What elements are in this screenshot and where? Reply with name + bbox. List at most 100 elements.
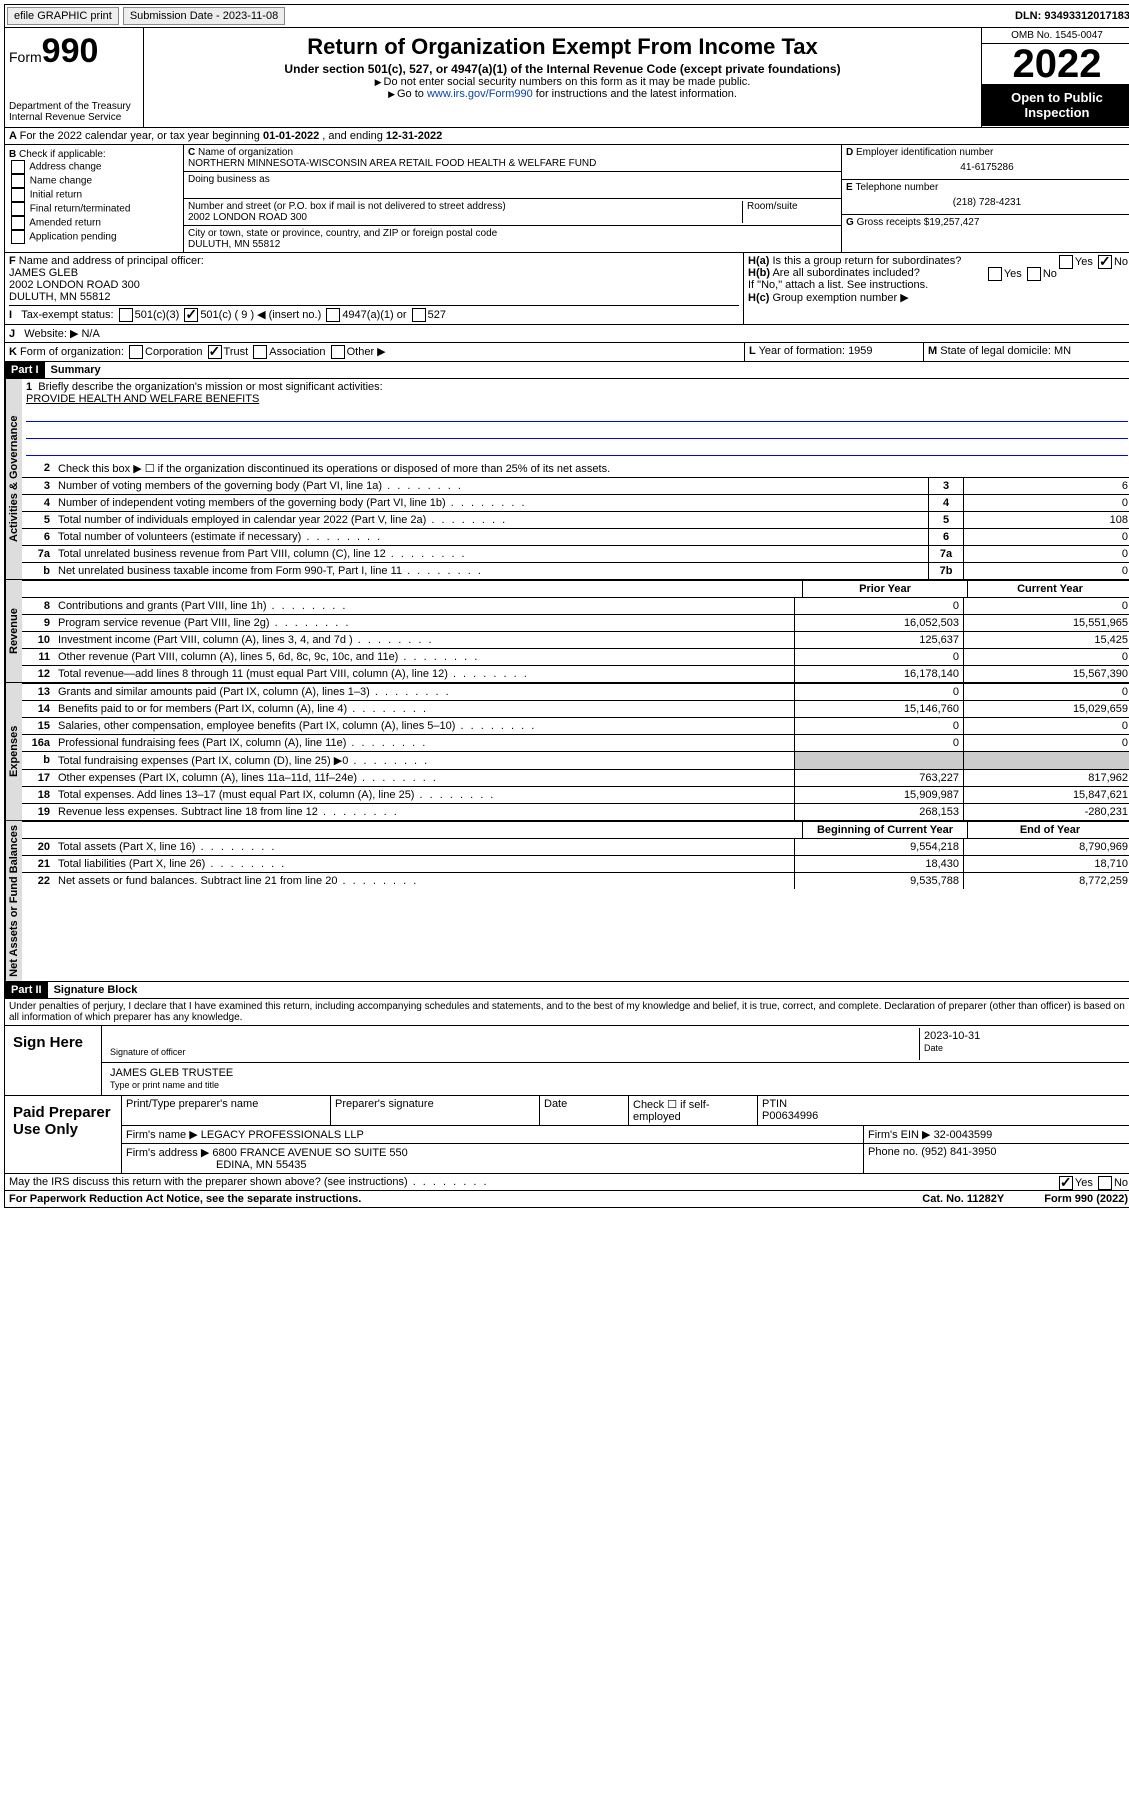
cb-corp[interactable]: [129, 345, 143, 359]
street: 2002 LONDON ROAD 300: [188, 212, 307, 223]
row-9: 9Program service revenue (Part VIII, lin…: [22, 614, 1129, 631]
line-j: J Website: ▶ N/A: [4, 325, 1129, 343]
tax-year: 2022: [982, 44, 1129, 84]
row-19: 19Revenue less expenses. Subtract line 1…: [22, 803, 1129, 820]
hc-label: Group exemption number ▶: [772, 292, 908, 304]
row-14: 14Benefits paid to or for members (Part …: [22, 700, 1129, 717]
row-12: 12Total revenue—add lines 8 through 11 (…: [22, 665, 1129, 682]
dba-label: Doing business as: [188, 174, 270, 185]
penalties-text: Under penalties of perjury, I declare th…: [4, 999, 1129, 1026]
tab-governance: Activities & Governance: [5, 379, 22, 579]
officer-addr1: 2002 LONDON ROAD 300: [9, 279, 739, 291]
page-footer: For Paperwork Reduction Act Notice, see …: [4, 1191, 1129, 1208]
col-end: End of Year: [967, 822, 1129, 838]
name-label: Name of organization: [198, 147, 293, 158]
h-note: If "No," attach a list. See instructions…: [748, 279, 1128, 291]
line-klm: K Form of organization: Corporation Trus…: [4, 343, 1129, 362]
checkbox-final-return-terminated: Final return/terminated: [9, 202, 179, 216]
hb-label: Are all subordinates included?: [772, 267, 919, 279]
revenue-section: Revenue Prior YearCurrent Year 8Contribu…: [4, 580, 1129, 683]
officer-addr2: DULUTH, MN 55812: [9, 291, 739, 303]
irs-link[interactable]: www.irs.gov/Form990: [427, 88, 533, 100]
sign-here-label: Sign Here: [5, 1026, 102, 1095]
website: N/A: [81, 328, 99, 340]
row-16a: 16aProfessional fundraising fees (Part I…: [22, 734, 1129, 751]
ein-label: Employer identification number: [856, 147, 993, 158]
efile-button[interactable]: efile GRAPHIC print: [7, 7, 119, 25]
q1-text: Briefly describe the organization's miss…: [38, 381, 382, 393]
gov-row-7a: 7aTotal unrelated business revenue from …: [22, 545, 1129, 562]
cb-assoc[interactable]: [253, 345, 267, 359]
city: DULUTH, MN 55812: [188, 239, 280, 250]
mission-answer: PROVIDE HEALTH AND WELFARE BENEFITS: [26, 393, 1128, 405]
checkbox-initial-return: Initial return: [9, 188, 179, 202]
may-yes[interactable]: [1059, 1176, 1073, 1190]
form-header: Form990 Department of the Treasury Inter…: [4, 28, 1129, 128]
gov-row-3: 3Number of voting members of the governi…: [22, 477, 1129, 494]
open-inspection: Open to Public Inspection: [982, 84, 1129, 126]
sign-date: 2023-10-31: [924, 1030, 980, 1042]
row-8: 8Contributions and grants (Part VIII, li…: [22, 597, 1129, 614]
tab-netassets: Net Assets or Fund Balances: [5, 821, 22, 981]
firm-addr: 6800 FRANCE AVENUE SO SUITE 550: [212, 1147, 407, 1159]
gross-label: Gross receipts $: [857, 217, 930, 228]
signer-name: JAMES GLEB TRUSTEE: [110, 1067, 233, 1079]
may-no[interactable]: [1098, 1176, 1112, 1190]
telephone: (218) 728-4231: [846, 193, 1128, 212]
row-17: 17Other expenses (Part IX, column (A), l…: [22, 769, 1129, 786]
form-subtitle: Under section 501(c), 527, or 4947(a)(1)…: [148, 62, 977, 76]
col-current: Current Year: [967, 581, 1129, 597]
gov-row-4: 4Number of independent voting members of…: [22, 494, 1129, 511]
line-a: A For the 2022 calendar year, or tax yea…: [4, 128, 1129, 145]
row-20: 20Total assets (Part X, line 16)9,554,21…: [22, 838, 1129, 855]
form-title: Return of Organization Exempt From Incom…: [148, 34, 977, 60]
checkbox-address-change: Address change: [9, 160, 179, 174]
checkbox-application-pending: Application pending: [9, 230, 179, 244]
cb-trust[interactable]: [208, 345, 222, 359]
cb-527[interactable]: [412, 308, 426, 322]
row-15: 15Salaries, other compensation, employee…: [22, 717, 1129, 734]
tab-expenses: Expenses: [5, 683, 22, 820]
domicile: MN: [1054, 345, 1071, 357]
gross-receipts: 19,257,427: [929, 217, 979, 228]
year-formation: 1959: [848, 345, 872, 357]
ein: 41-6175286: [846, 158, 1128, 177]
row-10: 10Investment income (Part VIII, column (…: [22, 631, 1129, 648]
section-b-to-g: B Check if applicable: Address change Na…: [4, 145, 1129, 253]
row-21: 21Total liabilities (Part X, line 26)18,…: [22, 855, 1129, 872]
gov-row-6: 6Total number of volunteers (estimate if…: [22, 528, 1129, 545]
cb-4947[interactable]: [326, 308, 340, 322]
org-name: NORTHERN MINNESOTA-WISCONSIN AREA RETAIL…: [188, 158, 596, 169]
form-number: Form990: [9, 32, 139, 71]
ha-no[interactable]: [1098, 255, 1112, 269]
netassets-section: Net Assets or Fund Balances Beginning of…: [4, 821, 1129, 982]
checkbox-name-change: Name change: [9, 174, 179, 188]
city-label: City or town, state or province, country…: [188, 228, 497, 239]
dln: DLN: 93493312017183: [1015, 10, 1129, 22]
firm-phone: (952) 841-3950: [921, 1146, 996, 1158]
note-ssn: Do not enter social security numbers on …: [148, 76, 977, 88]
tab-revenue: Revenue: [5, 580, 22, 682]
may-discuss: May the IRS discuss this return with the…: [4, 1174, 1129, 1191]
dept-label: Department of the Treasury Internal Reve…: [9, 101, 139, 123]
cb-501c[interactable]: [184, 308, 198, 322]
ha-label: Is this a group return for subordinates?: [772, 255, 961, 267]
hb-yes[interactable]: [988, 267, 1002, 281]
cb-other[interactable]: [331, 345, 345, 359]
ptin: P00634996: [762, 1110, 818, 1122]
ha-yes[interactable]: [1059, 255, 1073, 269]
room-label: Room/suite: [742, 201, 837, 223]
tel-label: Telephone number: [855, 182, 938, 193]
cb-501c3[interactable]: [119, 308, 133, 322]
row-11: 11Other revenue (Part VIII, column (A), …: [22, 648, 1129, 665]
firm-ein: 32-0043599: [934, 1129, 993, 1141]
sign-block: Sign Here Signature of officer2023-10-31…: [4, 1026, 1129, 1096]
submission-date: Submission Date - 2023-11-08: [123, 7, 285, 25]
row-13: 13Grants and similar amounts paid (Part …: [22, 683, 1129, 700]
top-bar: efile GRAPHIC print Submission Date - 20…: [4, 4, 1129, 28]
row-18: 18Total expenses. Add lines 13–17 (must …: [22, 786, 1129, 803]
street-label: Number and street (or P.O. box if mail i…: [188, 201, 506, 212]
hb-no[interactable]: [1027, 267, 1041, 281]
part-i-header: Part ISummary: [4, 362, 1129, 379]
officer-label: Name and address of principal officer:: [19, 255, 204, 267]
